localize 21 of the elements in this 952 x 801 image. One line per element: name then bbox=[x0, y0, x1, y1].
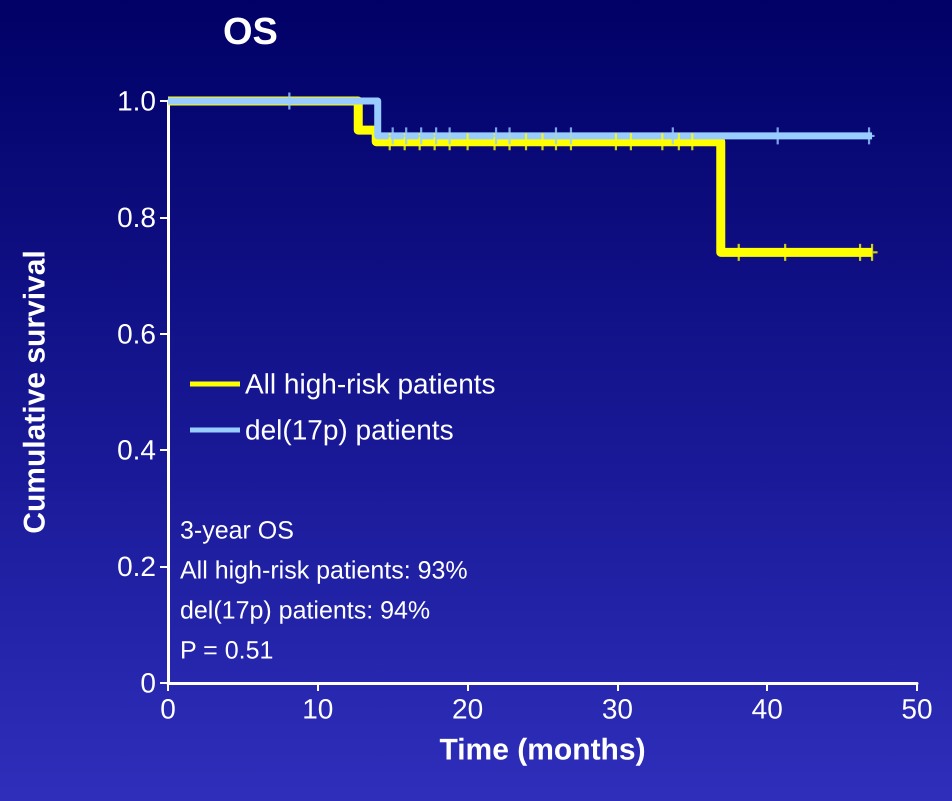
x-tick-label: 30 bbox=[602, 694, 633, 724]
y-tick-label: 1.0 bbox=[117, 86, 156, 116]
x-tick-label: 0 bbox=[160, 694, 176, 724]
x-tick-label: 40 bbox=[752, 694, 783, 724]
x-axis-title: Time (months) bbox=[439, 734, 646, 766]
y-tick-label: 0.4 bbox=[117, 434, 156, 466]
x-tick-label: 50 bbox=[901, 694, 933, 724]
y-tick-label: 0 bbox=[140, 668, 156, 698]
chart-title: OS bbox=[223, 11, 278, 53]
y-tick-label: 0.8 bbox=[117, 202, 156, 233]
x-tick-label: 20 bbox=[452, 694, 484, 724]
annotation: P = 0.51 bbox=[180, 636, 274, 664]
y-tick-label: 0.6 bbox=[117, 318, 156, 350]
y-tick-label: 0.2 bbox=[117, 551, 156, 582]
y-axis-title: Cumulative survival bbox=[18, 250, 52, 534]
x-tick-label: 10 bbox=[302, 694, 334, 724]
annotation: 3-year OS bbox=[180, 516, 294, 544]
annotation: del(17p) patients: 94% bbox=[180, 596, 430, 624]
legend-label: All high-risk patients bbox=[245, 368, 496, 400]
legend-label: del(17p) patients bbox=[245, 414, 454, 446]
annotation: All high-risk patients: 93% bbox=[180, 556, 468, 584]
